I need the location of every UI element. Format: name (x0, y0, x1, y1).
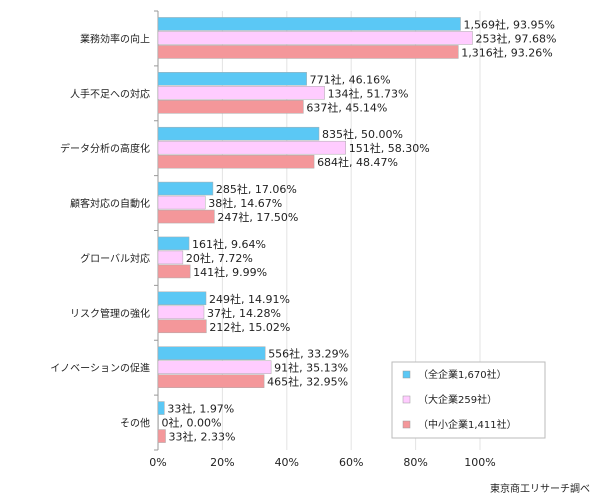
x-tick-label: 60% (339, 456, 363, 469)
data-label: 161社, 9.64% (192, 237, 266, 251)
data-label: 684社, 48.47% (317, 155, 398, 169)
bar (157, 291, 207, 306)
legend-label: （全企業1,670社） (418, 368, 507, 381)
data-label: 285社, 17.06% (216, 182, 297, 196)
bar (157, 17, 461, 31)
category-label: リスク管理の強化 (70, 307, 150, 320)
data-label: 33社, 2.33% (169, 430, 236, 444)
legend-swatch (402, 395, 411, 404)
category-label: 人手不足への対応 (70, 87, 150, 100)
data-label: 0社, 0.00% (162, 416, 222, 430)
legend-swatch (402, 370, 411, 379)
bar (157, 264, 191, 279)
data-label: 771社, 46.16% (310, 72, 391, 86)
data-label: 134社, 51.73% (328, 86, 409, 100)
data-label: 212社, 15.02% (209, 320, 290, 334)
data-label: 253社, 97.68% (476, 31, 557, 45)
data-label: 1,316社, 93.26% (461, 45, 552, 59)
bar (157, 126, 320, 141)
data-label: 37社, 14.28% (207, 306, 281, 320)
x-tick-label: 0% (149, 456, 166, 469)
data-label: 249社, 14.91% (209, 292, 290, 306)
bar (157, 195, 206, 210)
data-label: 637社, 45.14% (306, 100, 387, 114)
data-label: 556社, 33.29% (268, 347, 349, 361)
bar (157, 45, 459, 59)
data-label: 38社, 14.67% (208, 196, 282, 210)
bar (157, 236, 190, 251)
x-tick-label: 20% (210, 456, 234, 469)
bar (157, 250, 184, 265)
data-label: 33社, 1.97% (167, 402, 234, 416)
data-label: 141社, 9.99% (193, 265, 267, 279)
bar (157, 346, 266, 360)
bar (157, 319, 207, 334)
bar (157, 140, 346, 155)
category-label: グローバル対応 (80, 252, 150, 265)
bar (157, 429, 166, 443)
bar (157, 86, 325, 100)
legend-box (391, 361, 546, 439)
x-tick-label: 100% (464, 456, 495, 469)
bar (157, 401, 165, 415)
legend-label: （大企業259社） (418, 393, 497, 406)
bar (157, 305, 205, 320)
legend-swatch (402, 420, 411, 429)
x-tick-label: 80% (403, 456, 427, 469)
bar (157, 31, 473, 45)
source-note: 東京商工リサーチ調べ (490, 484, 590, 495)
bar (157, 154, 315, 169)
legend-label: （中小企業1,411社） (418, 418, 517, 431)
bar (157, 209, 215, 224)
x-tick-label: 40% (275, 456, 299, 469)
category-label: イノベーションの促進 (50, 362, 150, 375)
data-label: 20社, 7.72% (186, 251, 253, 265)
bar (157, 374, 265, 388)
category-label: 顧客対応の自動化 (70, 197, 150, 210)
category-label: その他 (120, 417, 150, 430)
data-label: 835社, 50.00% (322, 127, 403, 141)
bar (157, 415, 159, 429)
bar (157, 100, 304, 114)
data-label: 247社, 17.50% (217, 210, 298, 224)
data-label: 91社, 35.13% (274, 361, 348, 375)
data-label: 465社, 32.95% (267, 375, 348, 389)
bar (157, 181, 214, 196)
bar (157, 360, 272, 374)
category-label: データ分析の高度化 (60, 142, 150, 155)
data-label: 1,569社, 93.95% (464, 17, 555, 31)
category-label: 業務効率の向上 (80, 32, 150, 45)
data-label: 151社, 58.30% (349, 141, 430, 155)
bar (157, 72, 307, 86)
